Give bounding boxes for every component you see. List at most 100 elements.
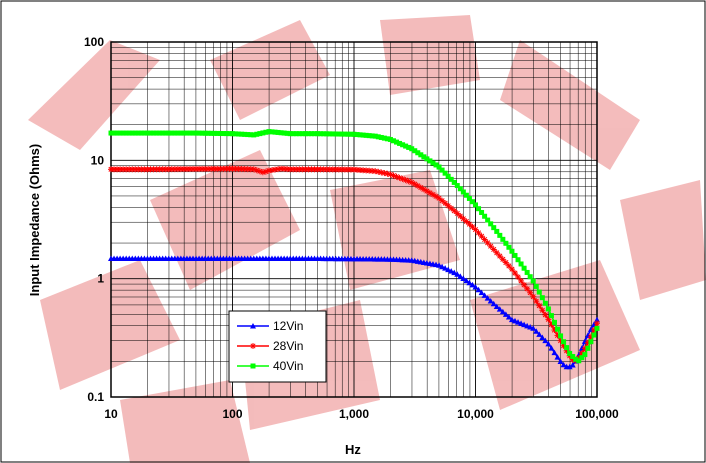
data-point: [375, 134, 381, 140]
data-point: [473, 202, 478, 208]
data-point: [226, 131, 232, 137]
data-point: [154, 130, 160, 136]
data-point: [457, 186, 463, 192]
data-point: [242, 131, 248, 137]
x-tick-label: 10,000: [457, 407, 494, 421]
data-point: [460, 275, 467, 281]
plot-border: [110, 41, 598, 398]
data-point: [499, 308, 506, 315]
data-point: [123, 130, 129, 136]
data-point: [342, 131, 348, 137]
data-point: [509, 248, 515, 254]
data-point: [430, 160, 436, 166]
data-point: [163, 130, 169, 136]
data-point: [369, 133, 375, 139]
data-point: [233, 131, 239, 137]
y-axis-title: Input Impedance (Ohms): [27, 144, 42, 296]
data-point: [166, 130, 172, 136]
y-tick-label: 1: [97, 272, 104, 286]
data-point: [558, 333, 564, 339]
data-point: [214, 130, 220, 136]
data-point: [493, 303, 500, 310]
data-point: [269, 129, 275, 135]
data-point: [490, 300, 497, 307]
data-point: [527, 289, 534, 296]
legend-item: 40Vin: [237, 359, 303, 373]
data-point: [445, 173, 451, 179]
series-group: [108, 129, 600, 370]
data-point: [502, 311, 509, 317]
data-point: [448, 176, 454, 182]
data-point: [114, 130, 120, 136]
data-point: [330, 131, 336, 137]
data-point: [576, 358, 582, 364]
data-point: [579, 355, 585, 361]
data-point: [439, 167, 445, 173]
legend-marker: [250, 343, 256, 349]
y-tick-labels: 0.1 1 10 100: [84, 35, 104, 404]
data-point: [503, 240, 509, 246]
data-point: [482, 213, 488, 219]
data-point: [190, 130, 196, 136]
data-point: [144, 130, 150, 136]
data-point: [296, 131, 302, 137]
data-point: [588, 339, 594, 345]
data-point: [557, 358, 564, 365]
data-point: [533, 328, 540, 334]
data-point: [539, 295, 545, 301]
data-point: [569, 362, 576, 368]
data-point: [539, 334, 546, 341]
data-point: [157, 130, 163, 136]
data-point: [488, 221, 494, 227]
data-point: [433, 162, 439, 168]
data-point: [205, 130, 211, 136]
data-point: [469, 199, 475, 205]
data-point: [460, 189, 466, 195]
series-12Vin: [108, 255, 600, 370]
data-point: [463, 277, 470, 284]
data-point: [512, 252, 518, 258]
data-point: [566, 363, 573, 370]
x-tick-labels: 10 100 1,000 10,000 100,000: [104, 407, 619, 421]
data-point: [141, 130, 147, 136]
data-point: [561, 339, 567, 345]
data-point: [126, 130, 132, 136]
data-point: [321, 131, 327, 137]
x-tick-label: 100,000: [575, 407, 619, 421]
data-point: [412, 148, 418, 154]
data-point: [463, 192, 469, 198]
data-point: [591, 332, 597, 338]
data-point: [394, 139, 400, 145]
data-point: [508, 266, 515, 273]
data-point: [585, 345, 591, 351]
series-40Vin: [108, 129, 600, 364]
legend: 12Vin 28Vin 40Vin: [228, 310, 327, 383]
data-point: [542, 300, 548, 306]
legend-label: 40Vin: [273, 359, 303, 373]
legend-label: 28Vin: [273, 339, 303, 353]
legend-marker: [250, 363, 256, 369]
data-point: [567, 350, 573, 356]
data-point: [530, 278, 536, 284]
data-point: [530, 293, 537, 300]
data-point: [312, 131, 318, 137]
data-point: [527, 274, 533, 280]
data-point: [442, 265, 449, 271]
data-point: [451, 269, 458, 276]
data-point: [485, 217, 491, 223]
data-point: [570, 354, 576, 360]
data-point: [524, 269, 530, 275]
data-point: [193, 130, 199, 136]
data-point: [496, 306, 503, 312]
data-point: [384, 136, 390, 142]
data-point: [478, 289, 485, 296]
legend-item: 28Vin: [237, 339, 303, 353]
data-point: [272, 129, 278, 135]
data-point: [511, 270, 518, 277]
data-point: [284, 130, 290, 136]
data-point: [199, 130, 205, 136]
data-point: [302, 131, 308, 137]
data-point: [442, 170, 448, 176]
legend-marker: [250, 323, 256, 329]
data-point: [245, 132, 251, 138]
